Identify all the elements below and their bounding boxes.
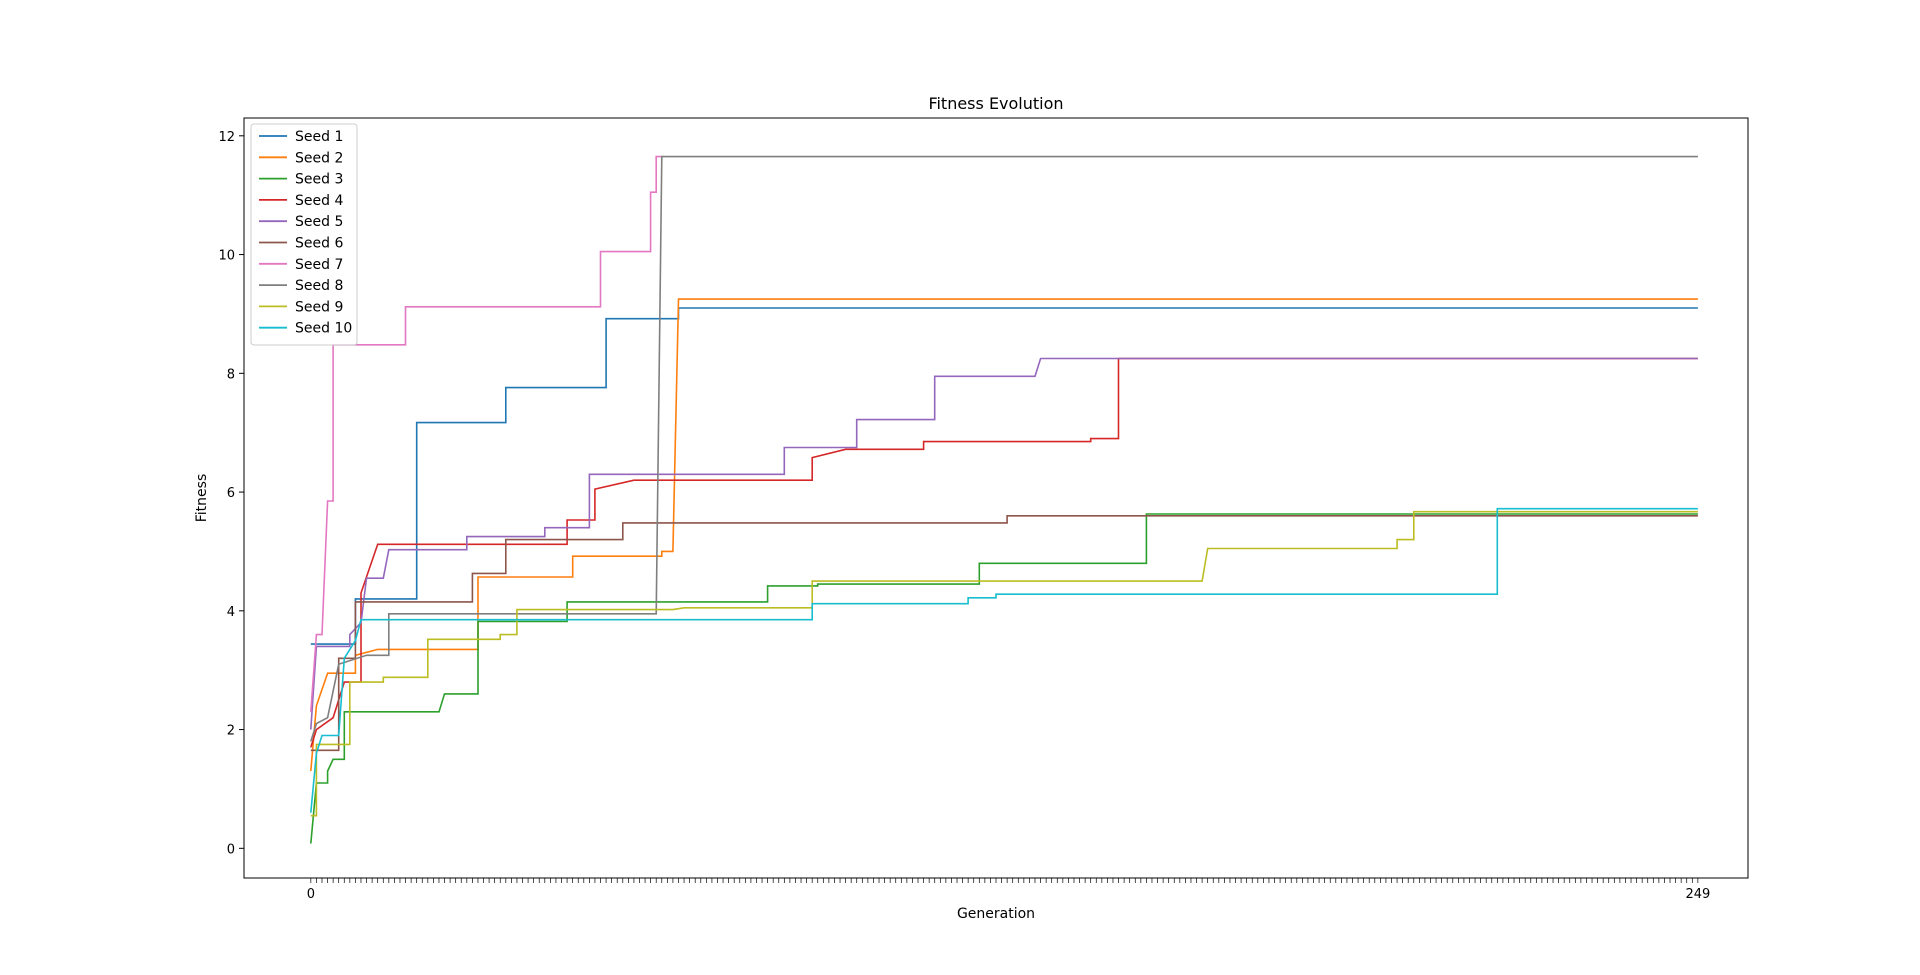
y-tick-label: 2 bbox=[227, 724, 235, 739]
y-tick-label: 10 bbox=[218, 249, 235, 264]
x-axis-label: Generation bbox=[957, 906, 1035, 922]
y-axis-ticks: 0 2 4 6 8 10 12 bbox=[218, 130, 244, 857]
series-line-seed-8 bbox=[310, 155, 1698, 742]
plot-frame bbox=[243, 117, 1749, 879]
series-line-seed-10 bbox=[310, 507, 1698, 813]
legend-label: Seed 4 bbox=[295, 193, 343, 209]
series-line-seed-2 bbox=[310, 298, 1698, 772]
y-tick-label: 4 bbox=[227, 605, 235, 620]
y-tick-label: 6 bbox=[227, 486, 235, 501]
y-tick-label: 8 bbox=[227, 367, 235, 382]
x-tick-label: 249 bbox=[1685, 887, 1710, 902]
series-line-seed-6 bbox=[310, 515, 1698, 752]
legend-label: Seed 8 bbox=[295, 278, 343, 294]
legend-label: Seed 6 bbox=[295, 236, 343, 252]
legend-label: Seed 9 bbox=[295, 299, 343, 315]
legend: Seed 1 Seed 2 Seed 3 Seed 4 Seed 5 Seed 6 Seed… bbox=[250, 123, 358, 346]
chart-title: Fitness Evolution bbox=[928, 94, 1063, 113]
legend-label: Seed 7 bbox=[295, 257, 343, 273]
series-line-seed-5 bbox=[310, 357, 1698, 730]
series-layer bbox=[310, 155, 1698, 844]
y-tick-label: 12 bbox=[218, 130, 235, 145]
legend-label: Seed 10 bbox=[295, 321, 352, 337]
y-tick-label: 0 bbox=[227, 842, 235, 857]
legend-label: Seed 2 bbox=[295, 150, 343, 166]
legend-label: Seed 1 bbox=[295, 129, 343, 145]
series-line-seed-3 bbox=[310, 513, 1698, 844]
x-axis-ticks: 0 249 bbox=[307, 878, 1710, 902]
series-line-seed-9 bbox=[310, 510, 1698, 817]
legend-label: Seed 5 bbox=[295, 214, 343, 230]
y-axis-label: Fitness bbox=[194, 474, 210, 523]
series-line-seed-7 bbox=[310, 155, 662, 712]
series-line-seed-4 bbox=[310, 357, 1698, 748]
legend-label: Seed 3 bbox=[295, 172, 343, 188]
x-tick-label: 0 bbox=[307, 887, 315, 902]
